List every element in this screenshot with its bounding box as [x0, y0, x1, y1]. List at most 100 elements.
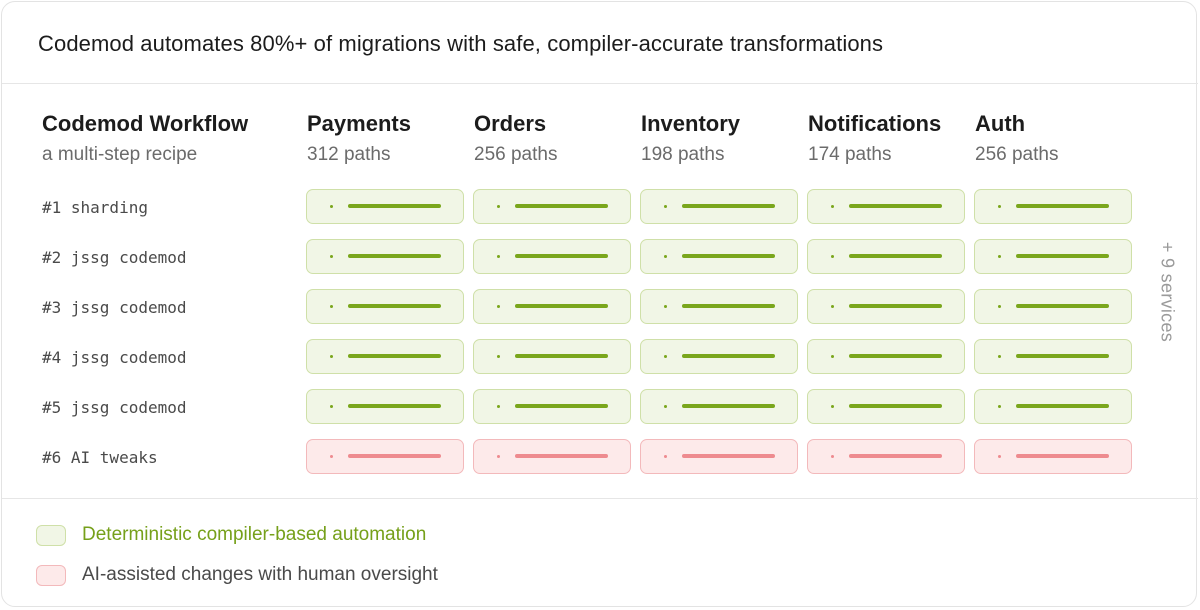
cell-progress-line: [1016, 204, 1109, 208]
cell-progress-line: [1016, 254, 1109, 258]
step-cell-2-4: [974, 239, 1132, 274]
step-cell-2-0: [306, 239, 464, 274]
step-cell-4-4: [974, 339, 1132, 374]
cell-progress-line: [1016, 304, 1109, 308]
step-cell-4-3: [807, 339, 965, 374]
step-cell-1-3: [807, 189, 965, 224]
cell-dot: [998, 305, 1001, 308]
cell-progress-line: [849, 404, 942, 408]
cell-dot: [998, 255, 1001, 258]
cell-progress-line: [515, 404, 608, 408]
step-cell-5-1: [473, 389, 631, 424]
cell-progress-line: [515, 454, 608, 458]
step-cell-3-1: [473, 289, 631, 324]
cell-dot: [998, 205, 1001, 208]
step-cell-2-2: [640, 239, 798, 274]
service-name-3: Notifications: [808, 111, 942, 136]
cell-dot: [831, 205, 834, 208]
cell-progress-line: [682, 354, 775, 358]
step-cell-3-4: [974, 289, 1132, 324]
service-name-4: Auth: [975, 111, 1026, 136]
cell-dot: [998, 355, 1001, 358]
cell-dot: [998, 455, 1001, 458]
cell-progress-line: [682, 404, 775, 408]
cell-dot: [664, 205, 667, 208]
step-cell-3-0: [306, 289, 464, 324]
step-cell-1-0: [306, 189, 464, 224]
cell-progress-line: [849, 204, 942, 208]
step-cell-3-3: [807, 289, 965, 324]
cell-progress-line: [348, 204, 441, 208]
cell-progress-line: [348, 304, 441, 308]
cell-progress-line: [348, 404, 441, 408]
cell-dot: [831, 405, 834, 408]
cell-dot: [330, 255, 333, 258]
service-paths-0: 312 paths: [307, 144, 391, 165]
cell-progress-line: [849, 354, 942, 358]
step-cell-5-4: [974, 389, 1132, 424]
more-services-label: + 9 services: [1157, 241, 1178, 343]
cell-dot: [497, 405, 500, 408]
cell-dot: [330, 305, 333, 308]
service-paths-1: 256 paths: [474, 144, 558, 165]
cell-progress-line: [1016, 454, 1109, 458]
cell-dot: [497, 355, 500, 358]
step-label-4: #4 jssg codemod: [42, 348, 187, 367]
step-label-6: #6 AI tweaks: [42, 448, 158, 467]
step-cell-6-0: [306, 439, 464, 474]
step-cell-3-2: [640, 289, 798, 324]
legend-label-ai: AI-assisted changes with human oversight: [82, 564, 438, 585]
service-name-1: Orders: [474, 111, 547, 136]
step-label-3: #3 jssg codemod: [42, 298, 187, 317]
step-cell-5-0: [306, 389, 464, 424]
step-cell-4-1: [473, 339, 631, 374]
step-cell-1-1: [473, 189, 631, 224]
cell-dot: [998, 405, 1001, 408]
legend-label-deterministic: Deterministic compiler-based automation: [82, 524, 427, 545]
cell-dot: [330, 405, 333, 408]
step-cell-2-3: [807, 239, 965, 274]
step-cell-6-2: [640, 439, 798, 474]
step-label-1: #1 sharding: [42, 198, 148, 217]
step-cell-1-2: [640, 189, 798, 224]
cell-dot: [831, 255, 834, 258]
cell-progress-line: [1016, 354, 1109, 358]
workflow-title: Codemod Workflow: [42, 111, 249, 136]
step-cell-6-1: [473, 439, 631, 474]
cell-dot: [831, 305, 834, 308]
cell-dot: [330, 205, 333, 208]
service-name-0: Payments: [307, 111, 411, 136]
cell-progress-line: [849, 454, 942, 458]
service-paths-2: 198 paths: [641, 144, 725, 165]
cell-dot: [330, 455, 333, 458]
cell-progress-line: [682, 204, 775, 208]
step-cell-5-2: [640, 389, 798, 424]
step-cell-4-0: [306, 339, 464, 374]
step-cell-1-4: [974, 189, 1132, 224]
cell-progress-line: [348, 354, 441, 358]
cell-dot: [831, 355, 834, 358]
cell-progress-line: [515, 304, 608, 308]
cell-dot: [664, 305, 667, 308]
cell-progress-line: [515, 254, 608, 258]
cell-dot: [664, 405, 667, 408]
cell-dot: [497, 205, 500, 208]
cell-dot: [497, 305, 500, 308]
cell-dot: [497, 255, 500, 258]
legend-divider: [2, 498, 1198, 499]
legend-swatch-ai: [36, 565, 66, 586]
cell-progress-line: [849, 304, 942, 308]
cell-dot: [831, 455, 834, 458]
cell-progress-line: [682, 304, 775, 308]
service-paths-4: 256 paths: [975, 144, 1059, 165]
cell-progress-line: [682, 454, 775, 458]
step-cell-5-3: [807, 389, 965, 424]
cell-progress-line: [348, 454, 441, 458]
cell-progress-line: [515, 204, 608, 208]
cell-progress-line: [682, 254, 775, 258]
step-label-5: #5 jssg codemod: [42, 398, 187, 417]
step-cell-6-4: [974, 439, 1132, 474]
service-paths-3: 174 paths: [808, 144, 892, 165]
workflow-subtitle: a multi-step recipe: [42, 144, 198, 165]
